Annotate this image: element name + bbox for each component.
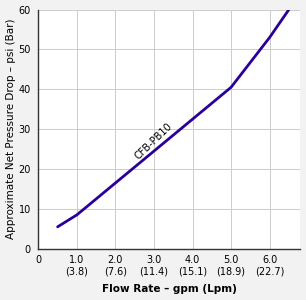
X-axis label: Flow Rate – gpm (Lpm): Flow Rate – gpm (Lpm) — [102, 284, 237, 294]
Text: (22.7): (22.7) — [255, 267, 284, 277]
Y-axis label: Approximate Net Pressure Drop – psi (Bar): Approximate Net Pressure Drop – psi (Bar… — [6, 19, 16, 239]
Text: CFB-PB10: CFB-PB10 — [133, 121, 175, 161]
Text: (11.4): (11.4) — [140, 267, 169, 277]
Text: (7.6): (7.6) — [104, 267, 127, 277]
Text: (15.1): (15.1) — [178, 267, 207, 277]
Text: (3.8): (3.8) — [65, 267, 88, 277]
Text: (18.9): (18.9) — [217, 267, 246, 277]
